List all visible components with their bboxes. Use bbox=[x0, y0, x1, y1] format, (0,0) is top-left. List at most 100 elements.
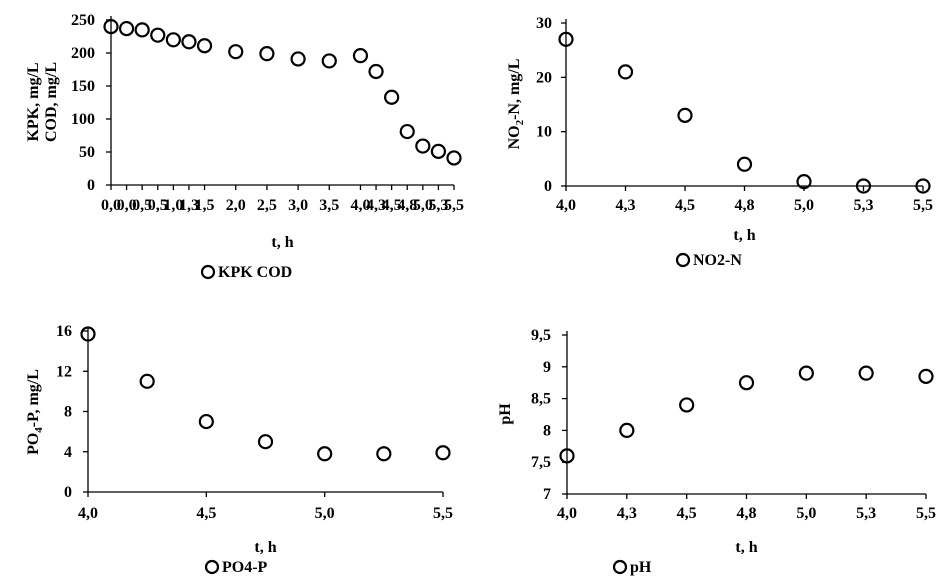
chart1-y-tick-label: 250 bbox=[71, 12, 95, 29]
chart4-x-tick-label: 5,0 bbox=[796, 505, 816, 522]
chart1-data-point bbox=[134, 22, 150, 38]
chart3-data-point bbox=[376, 446, 392, 462]
chart4-data-point bbox=[619, 422, 635, 438]
chart1-data-point bbox=[118, 20, 135, 37]
chart2-legend-marker bbox=[675, 252, 691, 268]
chart2-x-tick-label: 5,0 bbox=[794, 197, 814, 214]
chart2-data-point bbox=[677, 107, 693, 123]
chart2-data-point bbox=[796, 174, 812, 190]
chart2-x-axis-title: t, h bbox=[733, 227, 755, 244]
chart2-y-tick-label: 20 bbox=[536, 69, 552, 86]
chart2-x-tick-label: 4,0 bbox=[556, 197, 576, 214]
chart3-data-point bbox=[80, 326, 96, 342]
chart1-y-tick-label: 100 bbox=[71, 111, 95, 128]
chart1-y-tick-label: 150 bbox=[71, 78, 95, 95]
chart1-data-point bbox=[181, 34, 197, 50]
chart1-data-point bbox=[165, 32, 181, 48]
chart2-data-point bbox=[558, 31, 574, 47]
chart3-x-tick-label: 4,0 bbox=[78, 505, 98, 522]
chart1-data-point bbox=[290, 51, 306, 67]
chart4-y-tick-label: 7 bbox=[543, 486, 551, 503]
chart3-data-point bbox=[139, 373, 155, 389]
chart3-x-axis-title: t, h bbox=[254, 539, 276, 556]
chart2-x-tick-label: 4,8 bbox=[735, 197, 755, 214]
chart3-y-tick-label: 16 bbox=[56, 323, 72, 340]
chart1-x-tick-label: 2,0 bbox=[226, 197, 246, 214]
chart2-data-point bbox=[915, 178, 931, 194]
chart1-data-point bbox=[368, 63, 384, 80]
chart2-x-tick-label: 5,3 bbox=[854, 197, 874, 214]
chart1-data-point bbox=[399, 123, 415, 140]
chart1-x-tick-label: 5,5 bbox=[444, 197, 464, 214]
chart2-x-tick-label: 4,5 bbox=[675, 197, 695, 214]
chart1-x-axis-title: t, h bbox=[271, 234, 293, 251]
chart1-data-point bbox=[259, 46, 275, 62]
chart1-x-tick-label: 3,0 bbox=[288, 197, 308, 214]
chart1-x-tick-label: 0,0 bbox=[117, 197, 137, 214]
chart1-y-axis-title: KPK, mg/L bbox=[25, 62, 42, 141]
chart3-y-tick-label: 0 bbox=[64, 484, 72, 501]
chart1-x-tick-label: 0,5 bbox=[148, 197, 168, 214]
chart1-x-tick-label: 4,0 bbox=[350, 197, 370, 214]
chart2-data-point bbox=[855, 178, 872, 194]
chart1-x-tick-label: 0,5 bbox=[132, 197, 152, 214]
chart1-x-tick-label: 4,5 bbox=[382, 197, 402, 214]
chart2-data-point bbox=[736, 156, 753, 172]
chart1-data-point bbox=[446, 150, 462, 166]
chart4-data-point bbox=[679, 397, 695, 413]
chart2-y-tick-label: 30 bbox=[536, 15, 552, 32]
chart1-data-point bbox=[430, 143, 447, 159]
chart1-x-tick-label: 1,5 bbox=[195, 197, 215, 214]
chart4-y-axis-title: pH bbox=[497, 403, 514, 425]
chart1-data-point bbox=[228, 44, 244, 60]
chart1-data-point bbox=[150, 27, 166, 43]
chart1-x-tick-label: 5,0 bbox=[413, 197, 433, 214]
chart4-legend-label: pH bbox=[630, 559, 652, 576]
chart3-y-tick-label: 4 bbox=[64, 444, 72, 461]
chart1-x-tick-label: 3,5 bbox=[319, 197, 339, 214]
chart1-x-tick-label: 1,0 bbox=[163, 197, 183, 214]
chart3-data-point bbox=[435, 445, 451, 461]
chart1-y-tick-label: 50 bbox=[79, 144, 95, 161]
chart4-legend-marker bbox=[612, 559, 628, 575]
chart4-x-tick-label: 4,8 bbox=[737, 505, 757, 522]
chart4-x-tick-label: 4,0 bbox=[557, 505, 577, 522]
chart1-y-tick-label: 200 bbox=[71, 45, 95, 62]
chart4-x-tick-label: 4,3 bbox=[617, 505, 637, 522]
chart3-legend-marker bbox=[204, 559, 220, 575]
chart3-data-point bbox=[257, 434, 274, 450]
chart2-legend-label: NO2-N bbox=[693, 252, 742, 269]
chart1-x-tick-label: 4,8 bbox=[397, 197, 417, 214]
chart2-y-axis-title: NO2-N, mg/L bbox=[506, 59, 526, 150]
chart3-y-tick-label: 12 bbox=[56, 363, 72, 380]
chart1-x-tick-label: 4,3 bbox=[366, 197, 386, 214]
chart4-data-point bbox=[559, 448, 575, 464]
chart1-y-tick-label: 0 bbox=[87, 177, 95, 194]
chart1-data-point bbox=[321, 53, 337, 69]
chart3-x-tick-label: 5,0 bbox=[315, 505, 335, 522]
chart4-x-tick-label: 4,5 bbox=[677, 505, 697, 522]
chart1-x-tick-label: 0,0 bbox=[101, 197, 121, 214]
chart4-y-tick-label: 8 bbox=[543, 422, 551, 439]
chart4-x-axis-title: t, h bbox=[735, 539, 757, 556]
chart2-data-point bbox=[617, 64, 634, 80]
chart4-data-point bbox=[798, 365, 814, 381]
chart2-x-tick-label: 4,3 bbox=[616, 197, 636, 214]
chart4-y-tick-label: 9,5 bbox=[531, 327, 551, 344]
chart4-y-tick-label: 7,5 bbox=[531, 454, 551, 471]
chart1-data-point bbox=[415, 138, 431, 154]
chart2-y-tick-label: 0 bbox=[544, 178, 552, 195]
chart3-y-axis-title: PO4-P, mg/L bbox=[25, 369, 45, 455]
chart1-data-point bbox=[384, 89, 400, 105]
chart2-y-tick-label: 10 bbox=[536, 124, 552, 141]
chart4-y-tick-label: 8,5 bbox=[531, 391, 551, 408]
chart1-x-tick-label: 2,5 bbox=[257, 197, 277, 214]
chart3-legend-label: PO4-P bbox=[222, 559, 268, 576]
chart1-data-point bbox=[103, 19, 119, 35]
chart2-x-tick-label: 5,5 bbox=[913, 197, 933, 214]
chart1-legend-label: KPK COD bbox=[218, 264, 292, 281]
chart4-data-point bbox=[738, 375, 755, 391]
chart1-data-point bbox=[352, 48, 369, 64]
chart4-y-tick-label: 9 bbox=[543, 359, 551, 376]
